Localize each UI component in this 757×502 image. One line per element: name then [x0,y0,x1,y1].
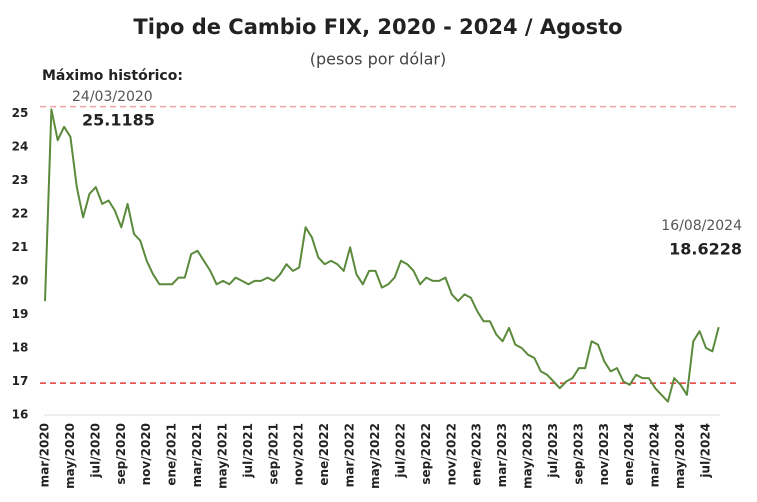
x-tick-label: jul/2024 [699,423,713,479]
x-tick-label: jul/2020 [88,423,102,479]
annotation: 25.1185 [82,111,155,130]
x-tick-label: nov/2021 [292,423,306,485]
y-tick-label: 22 [12,206,29,220]
y-tick-label: 19 [12,307,29,321]
x-tick-label: may/2024 [673,423,687,489]
x-tick-label: may/2022 [368,423,382,489]
x-tick-label: may/2023 [521,423,535,489]
y-tick-label: 21 [12,240,29,254]
y-tick-label: 23 [12,173,29,187]
y-tick-label: 24 [12,139,29,153]
x-tick-label: jul/2022 [393,423,407,479]
x-tick-label: may/2021 [215,423,229,489]
x-tick-label: sep/2023 [571,423,585,485]
y-tick-label: 16 [12,408,29,422]
y-tick-label: 17 [12,374,29,388]
x-tick-label: ene/2021 [165,423,179,486]
annotation: 16/08/2024 [661,218,742,234]
x-tick-label: sep/2021 [266,423,280,485]
x-tick-label: mar/2022 [343,423,357,487]
x-tick-label: ene/2024 [622,423,636,486]
annotation: 24/03/2020 [72,89,153,105]
x-tick-label: may/2020 [63,423,77,489]
y-tick-label: 25 [12,106,29,120]
data-line [44,108,720,403]
y-tick-label: 18 [12,340,29,354]
x-tick-label: mar/2020 [38,423,52,487]
y-tick-label: 20 [12,273,29,287]
x-tick-label: nov/2022 [444,423,458,485]
chart-subtitle: (pesos por dólar) [310,50,446,69]
x-tick-label: jul/2023 [546,423,560,479]
x-tick-label: ene/2022 [317,423,331,486]
x-tick-label: mar/2023 [495,423,509,487]
x-tick-label: jul/2021 [241,423,255,479]
x-tick-label: nov/2023 [597,423,611,485]
chart-title: Tipo de Cambio FIX, 2020 - 2024 / Agosto [133,15,622,39]
x-tick-label: mar/2021 [190,423,204,487]
annotation: Máximo histórico: [42,68,183,84]
annotation: 18.6228 [669,240,742,259]
x-tick-label: sep/2020 [114,423,128,485]
x-tick-label: ene/2023 [470,423,484,486]
x-tick-label: sep/2022 [419,423,433,485]
x-tick-label: nov/2020 [139,423,153,485]
x-tick-label: mar/2024 [648,423,662,487]
